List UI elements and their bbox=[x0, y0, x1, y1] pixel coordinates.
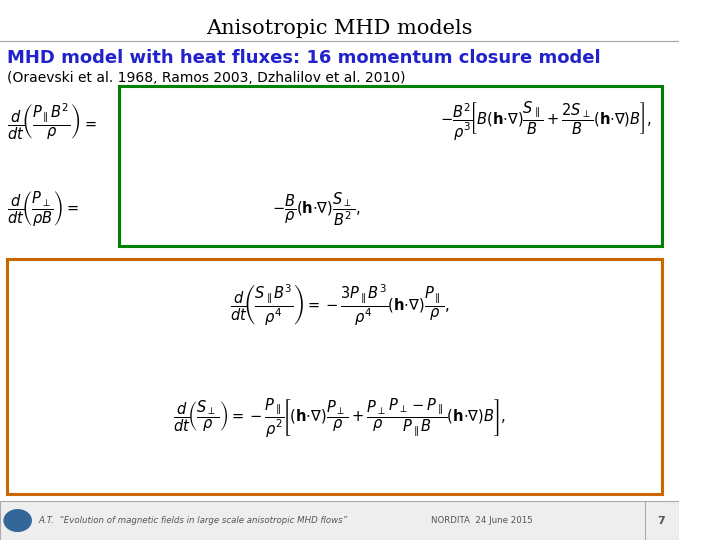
Text: A.T.  “Evolution of magnetic fields in large scale anisotropic MHD flows”: A.T. “Evolution of magnetic fields in la… bbox=[39, 516, 348, 525]
Circle shape bbox=[4, 510, 31, 531]
Text: $\dfrac{d}{dt}\!\left(\dfrac{P_{\perp}}{\rho B}\right) =$: $\dfrac{d}{dt}\!\left(\dfrac{P_{\perp}}{… bbox=[6, 190, 79, 228]
Text: $-\dfrac{B}{\rho}(\mathbf{h}{\cdot}\nabla)\dfrac{S_{\perp}}{B^{2}},$: $-\dfrac{B}{\rho}(\mathbf{h}{\cdot}\nabl… bbox=[271, 190, 360, 228]
Text: 7: 7 bbox=[657, 516, 665, 525]
Text: $\dfrac{d}{dt}\!\left(\dfrac{P_{\parallel}B^{2}}{\rho}\right) =$: $\dfrac{d}{dt}\!\left(\dfrac{P_{\paralle… bbox=[6, 102, 96, 141]
Text: $\dfrac{d}{dt}\!\left(\dfrac{S_{\perp}}{\rho}\right) = -\dfrac{P_{\parallel}}{\r: $\dfrac{d}{dt}\!\left(\dfrac{S_{\perp}}{… bbox=[173, 397, 506, 440]
Text: $-\dfrac{B^{2}}{\rho^{3}}\!\left[B(\mathbf{h}{\cdot}\nabla)\dfrac{S_{\parallel}}: $-\dfrac{B^{2}}{\rho^{3}}\!\left[B(\math… bbox=[440, 100, 652, 143]
Text: $\dfrac{d}{dt}\!\left(\dfrac{S_{\parallel}B^{3}}{\rho^{4}}\right) = -\dfrac{3P_{: $\dfrac{d}{dt}\!\left(\dfrac{S_{\paralle… bbox=[230, 282, 449, 328]
Text: (Oraevski et al. 1968, Ramos 2003, Dzhalilov et al. 2010): (Oraevski et al. 1968, Ramos 2003, Dzhal… bbox=[6, 71, 405, 85]
Text: Anisotropic MHD models: Anisotropic MHD models bbox=[206, 19, 472, 38]
Text: NORDITA  24 June 2015: NORDITA 24 June 2015 bbox=[431, 516, 533, 525]
Text: MHD model with heat fluxes: 16 momentum closure model: MHD model with heat fluxes: 16 momentum … bbox=[6, 49, 600, 66]
Bar bbox=[0, 501, 679, 540]
